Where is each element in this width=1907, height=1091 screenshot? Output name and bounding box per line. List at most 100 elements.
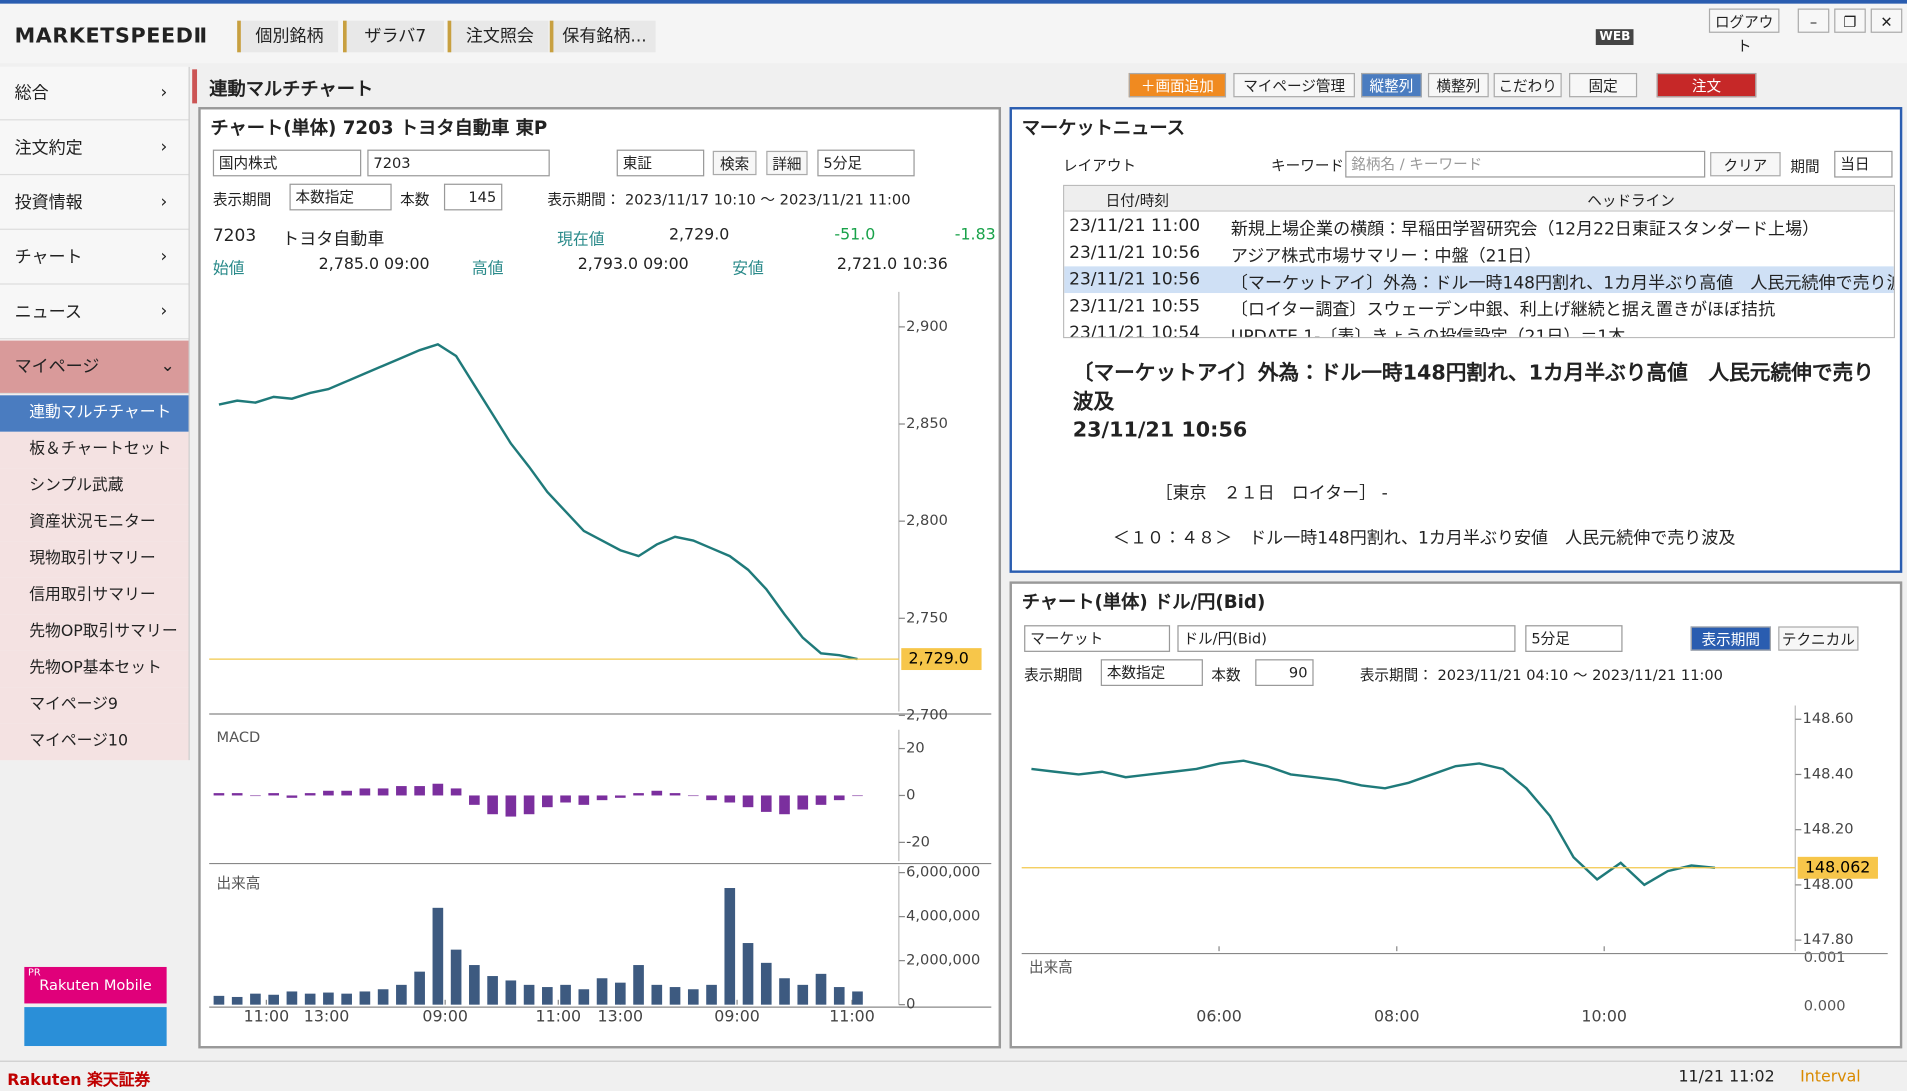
chevron: › [161,137,168,156]
panel-title: マーケットニュース [1022,114,1185,140]
open: 2,785.0 09:00 [319,255,430,273]
logo: MARKETSPEEDⅡ [15,24,208,48]
news-headline: UPDATE 1-〔表〕きょうの投信設定（21日）＝1本 [1231,324,1625,339]
news-headline: 新規上場企業の横顔：早稲田学習研究会（12月22日東証スタンダード上場） [1231,217,1819,241]
period-select[interactable]: 当日 [1834,151,1892,178]
header-button[interactable]: 注文 [1657,73,1757,97]
news-headline: 〔マーケットアイ〕外為：ドル一時148円割れ、1カ月半ぶり高値 人民元続伸で売り… [1231,270,1895,294]
panel-title: チャート(単体) 7203 トヨタ自動車 東P [210,114,547,140]
period-mode[interactable]: 本数指定 [1101,659,1203,686]
high: 2,793.0 09:00 [578,255,689,273]
volume-label: 出来高 [1029,956,1073,977]
article-date: 23/11/21 10:56 [1073,418,1247,442]
submenu-item[interactable]: 連動マルチチャート [0,395,189,431]
open-label: 始値 [213,255,245,278]
count-input[interactable]: 90 [1255,659,1313,686]
ad-banner-2[interactable] [24,1007,166,1046]
news-date: 23/11/21 10:54 [1069,324,1200,339]
page-title: 連動マルチチャート [209,75,373,101]
clock: 11/21 11:02 [1678,1068,1774,1086]
stock-code: 7203 [213,226,256,245]
current-price: 2,729.0 [669,226,729,244]
range: 表示期間： 2023/11/21 04:10 ～ 2023/11/21 11:0… [1360,664,1723,685]
submenu-item[interactable]: 板＆チャートセット [0,432,189,468]
app: MARKETSPEEDⅡ WEB ログアウト – ❐ ✕ PRRakuten M… [0,0,1907,1090]
symbol-select[interactable]: ドル/円(Bid) [1177,625,1515,652]
chevron: › [161,83,168,102]
change-pct: -1.83 [955,226,996,244]
interval-select[interactable]: 5分足 [817,150,914,177]
column-header: ヘッドライン [1587,190,1675,211]
period-label: 表示期間 [213,189,271,210]
news-date: 23/11/21 10:56 [1069,243,1200,262]
count-input[interactable]: 145 [444,184,502,211]
tab[interactable]: 注文照会 [448,21,549,53]
keyword-input[interactable]: 銘柄名 / キーワード [1345,151,1705,178]
volume-label: 出来高 [217,872,261,893]
logout-button[interactable]: ログアウト [1709,9,1780,33]
web-button[interactable]: WEB [1596,29,1634,45]
submenu-item[interactable]: 現物取引サマリー [0,541,189,577]
range: 表示期間： 2023/11/17 10:10 ～ 2023/11/21 11:0… [547,189,910,210]
exchange-select[interactable]: 東証 [617,150,705,177]
period-button[interactable]: 表示期間 [1691,626,1771,650]
tab[interactable]: 保有銘柄... [550,21,656,53]
ad-text: Rakuten Mobile [39,977,151,994]
news-headline: アジア株式市場サマリー：中盤（21日） [1231,243,1541,267]
submenu-item[interactable]: 信用取引サマリー [0,578,189,614]
minimize[interactable]: – [1798,9,1830,33]
news-date: 23/11/21 10:56 [1069,270,1200,289]
header-button[interactable]: 横整列 [1428,73,1489,97]
brand: Rakuten 楽天証券 [7,1067,150,1090]
status-bar [0,1061,1907,1091]
close[interactable]: ✕ [1871,9,1903,33]
news-row[interactable]: 23/11/21 10:55〔ロイター調査〕スウェーデン中銀、利上げ継続と据え置… [1064,293,1894,320]
news-row[interactable]: 23/11/21 11:00 新規上場企業の横顔：早稲田学習研究会（12月22日東… [1064,213,1894,240]
count-label: 本数 [1211,664,1240,685]
market-select[interactable]: 国内株式 [213,150,361,177]
submenu-item[interactable]: 先物OP基本セット [0,651,189,687]
article-headline: 〔マーケットアイ〕外為：ドル一時148円割れ、1カ月半ぶり高値 人民元続伸で売り… [1073,359,1876,417]
count-label: 本数 [400,189,429,210]
news-date: 23/11/21 10:55 [1069,297,1200,316]
chevron: ⌄ [161,356,175,375]
news-row[interactable]: 23/11/21 10:56 アジア株式市場サマリー：中盤（21日） [1064,240,1894,267]
header-button[interactable]: マイページ管理 [1233,73,1355,97]
submenu-item[interactable]: 資産状況モニター [0,505,189,541]
tab[interactable]: ザラバ7 [343,21,444,53]
restore[interactable]: ❐ [1834,9,1866,33]
header-button[interactable]: 固定 [1569,73,1637,97]
volume-axis-label: 0.001 [1804,949,1846,966]
layout-label: レイアウト [1063,154,1136,175]
interval-status: Interval [1800,1068,1861,1086]
table-header [1064,186,1894,212]
header [192,69,1907,103]
clear-button[interactable]: クリア [1710,152,1781,176]
header-button[interactable]: 縦整列 [1361,73,1422,97]
keyword-label: キーワード [1271,154,1344,175]
chevron: › [161,302,168,321]
macd-label: MACD [217,729,261,746]
header-button[interactable]: こだわり [1494,73,1562,97]
submenu-item[interactable]: シンプル武蔵 [0,468,189,504]
period-mode[interactable]: 本数指定 [289,184,391,211]
panel-title: チャート(単体) ドル/円(Bid) [1022,589,1266,615]
detail-button[interactable]: 詳細 [766,151,807,175]
article-body: ［東京 ２１日 ロイター］ - [1155,480,1387,504]
interval-select[interactable]: 5分足 [1525,625,1622,652]
column-header: 日付/時刻 [1106,190,1169,211]
code-input[interactable]: 7203 [367,150,549,177]
submenu-item[interactable]: マイページ10 [0,724,189,760]
tab[interactable]: 個別銘柄 [237,21,338,53]
header-button[interactable]: ＋画面追加 [1129,73,1226,97]
submenu-item[interactable]: マイページ9 [0,687,189,723]
submenu-item[interactable]: 先物OP取引サマリー [0,614,189,650]
market-select[interactable]: マーケット [1024,625,1170,652]
chevron: › [161,247,168,266]
news-date: 23/11/21 11:00 [1069,217,1200,236]
technical-button[interactable]: テクニカル [1778,626,1858,650]
news-row[interactable]: 23/11/21 10:56 〔マーケットアイ〕外為：ドル一時148円割れ、1カ月… [1064,266,1894,293]
news-row[interactable]: 23/11/21 10:54 UPDATE 1-〔表〕きょうの投信設定（21日）＝… [1064,320,1894,338]
search-button[interactable]: 検索 [713,151,757,175]
